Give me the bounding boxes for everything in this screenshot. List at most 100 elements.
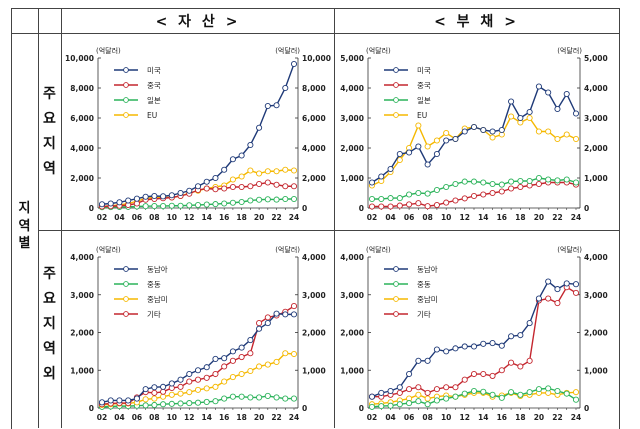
label-char: 요 [43, 110, 56, 127]
x-tick-label: 16 [497, 213, 507, 222]
data-point [443, 183, 450, 191]
data-point [470, 370, 478, 378]
data-point [480, 388, 487, 395]
data-point [517, 391, 524, 398]
data-point [247, 183, 254, 190]
data-point [433, 346, 440, 353]
data-point [160, 383, 167, 390]
legend-entry: 중동 [114, 280, 161, 289]
data-point [238, 152, 245, 159]
data-point [256, 325, 263, 332]
data-point [415, 357, 422, 364]
data-point [203, 374, 210, 381]
label-char: 별 [18, 236, 31, 252]
data-point [177, 202, 184, 209]
x-tick-label: 16 [219, 413, 229, 422]
data-point [264, 392, 271, 399]
x-tick-label: 22 [552, 213, 562, 222]
data-point [572, 281, 580, 288]
data-point [461, 390, 468, 397]
x-tick-label: 08 [422, 413, 432, 422]
data-point [535, 180, 542, 188]
data-point [535, 386, 542, 393]
data-point [378, 403, 385, 410]
col-divider-1 [38, 8, 39, 428]
x-tick-label: 08 [422, 213, 432, 222]
data-point [424, 357, 431, 364]
data-point [256, 180, 263, 188]
y-tick-label-right: 2,000 [584, 144, 608, 153]
data-point [572, 179, 580, 186]
data-point [508, 333, 515, 340]
data-point [168, 391, 175, 398]
data-point [406, 400, 413, 407]
label-char: 외 [43, 365, 56, 382]
legend-marker [393, 296, 399, 302]
y-tick-label: 10,000 [65, 54, 94, 63]
y-tick-label: 2,000 [70, 174, 94, 183]
unit-label-left: (억달러) [366, 46, 391, 55]
data-point [168, 202, 175, 209]
y-tick-label-right: 5,000 [584, 54, 608, 63]
data-point [194, 367, 202, 374]
data-point [256, 363, 263, 370]
data-point [177, 383, 184, 390]
data-point [186, 202, 193, 209]
data-point [238, 198, 245, 206]
data-point [415, 143, 422, 150]
legend-marker [393, 311, 399, 317]
data-point [368, 179, 376, 186]
data-point [498, 126, 505, 134]
data-point [470, 123, 478, 131]
y-tick-label-right: 2,000 [302, 174, 326, 183]
data-point [517, 183, 524, 191]
data-point [177, 189, 184, 197]
data-point [424, 143, 431, 150]
data-point [212, 355, 219, 362]
data-point [387, 203, 394, 210]
data-point [282, 350, 289, 357]
data-point [116, 397, 123, 404]
x-tick-label: 10 [167, 413, 177, 422]
data-point [221, 166, 228, 173]
legend-label: 중국 [147, 81, 161, 90]
data-point [212, 201, 219, 208]
data-point [290, 303, 298, 310]
data-point [160, 401, 167, 408]
data-point [396, 195, 403, 202]
data-point [489, 372, 496, 379]
label-char: 역 [43, 340, 56, 357]
y-tick-label-right: 4,000 [584, 84, 608, 93]
data-point [443, 395, 450, 402]
legend-entry: 미국 [114, 66, 161, 75]
x-tick-label: 02 [97, 413, 107, 422]
data-point [238, 344, 245, 351]
data-point [452, 384, 459, 391]
data-point [480, 340, 487, 347]
data-point [203, 201, 210, 208]
data-point [194, 399, 202, 406]
label-char: 지 [18, 201, 31, 216]
x-tick-label: 16 [497, 413, 507, 422]
legend-label: 일본 [417, 96, 431, 105]
data-point [396, 202, 403, 209]
data-point [535, 128, 542, 135]
data-point [247, 350, 254, 357]
data-point [480, 179, 487, 186]
x-tick-label: 24 [571, 213, 581, 222]
y-tick-label-right: 2,000 [584, 329, 608, 338]
x-tick-label: 24 [571, 413, 581, 422]
data-point [194, 386, 202, 393]
y-tick-label-right: 0 [584, 404, 589, 413]
data-point [526, 108, 533, 116]
data-point [461, 128, 468, 135]
y-tick-label: 3,000 [340, 114, 364, 123]
data-point [489, 128, 496, 135]
data-point [517, 114, 524, 122]
data-point [229, 176, 236, 183]
legend-label: EU [417, 111, 427, 120]
data-point [545, 295, 552, 302]
data-point [517, 332, 524, 339]
data-point [452, 393, 459, 400]
y-tick-label-right: 0 [584, 204, 589, 213]
